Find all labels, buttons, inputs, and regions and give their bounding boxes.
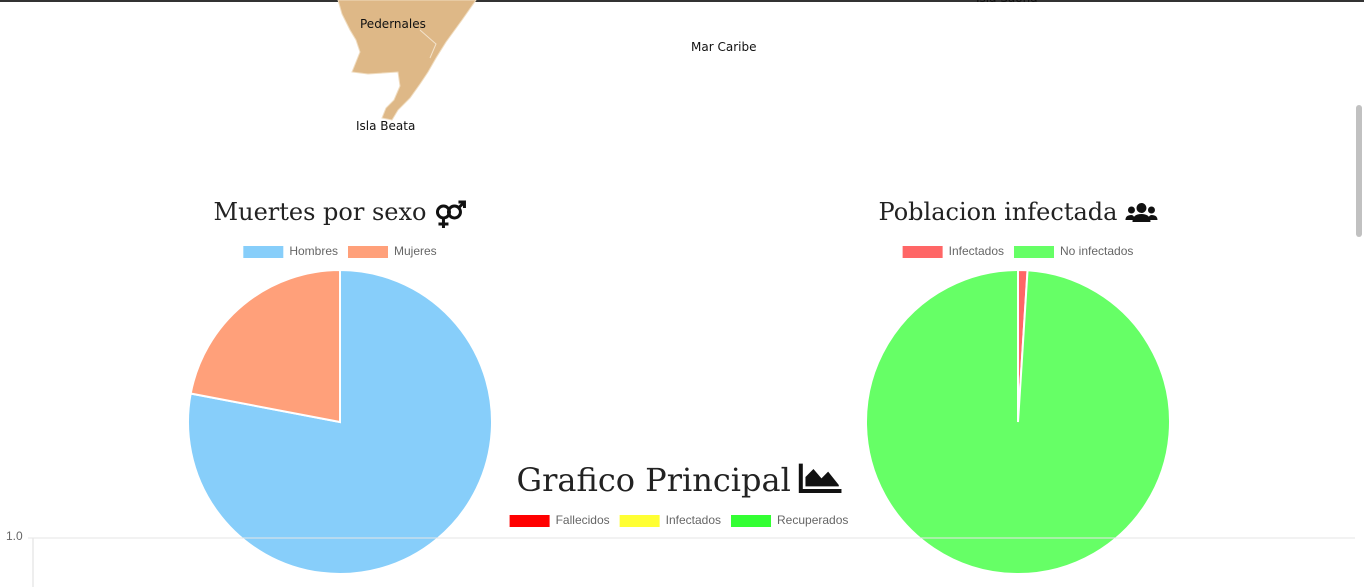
chart-title: Muertes por sexo	[214, 198, 427, 226]
legend-label: No infectados	[1060, 244, 1133, 258]
legend-label: Hombres	[289, 244, 338, 258]
pie-slice	[189, 268, 341, 424]
map-label: Isla Saona	[976, 0, 1038, 5]
pie-slice	[187, 268, 493, 575]
map-label: Pedernales	[360, 17, 426, 31]
legend-swatch	[243, 246, 284, 258]
legend-swatch	[509, 515, 550, 527]
chart-area-icon	[798, 463, 842, 493]
legend-label: Mujeres	[394, 244, 437, 258]
top-border	[0, 0, 1364, 2]
legend-swatch	[731, 515, 772, 527]
legend-label: Fallecidos	[556, 513, 610, 527]
legend: Infectados No infectados	[902, 244, 1133, 258]
legend-label: Recuperados	[777, 513, 848, 527]
chart-title: Grafico Principal	[517, 461, 791, 499]
scrollbar[interactable]	[1356, 105, 1362, 237]
legend: Hombres Mujeres	[243, 244, 437, 258]
y-tick-label: 1.0	[6, 529, 23, 543]
land	[337, 0, 477, 121]
chart-title: Poblacion infectada	[879, 198, 1118, 226]
legend: Fallecidos Infectados Recuperados	[509, 513, 848, 527]
legend-swatch	[348, 246, 388, 258]
legend-swatch	[902, 246, 943, 258]
border	[419, 29, 437, 59]
users-icon	[1125, 203, 1158, 222]
map-label: Mar Caribe	[691, 40, 756, 54]
legend-label: Infectados	[666, 513, 721, 527]
legend-swatch	[619, 515, 660, 527]
legend-swatch	[1013, 246, 1054, 258]
venus-mars-icon	[435, 200, 466, 228]
map-label: Isla Beata	[356, 119, 415, 133]
legend-label: Infectados	[949, 244, 1004, 258]
pie-slice	[865, 268, 1171, 575]
map: Pedernales Isla Beata Mar Caribe Isla Sa…	[337, 0, 1038, 133]
